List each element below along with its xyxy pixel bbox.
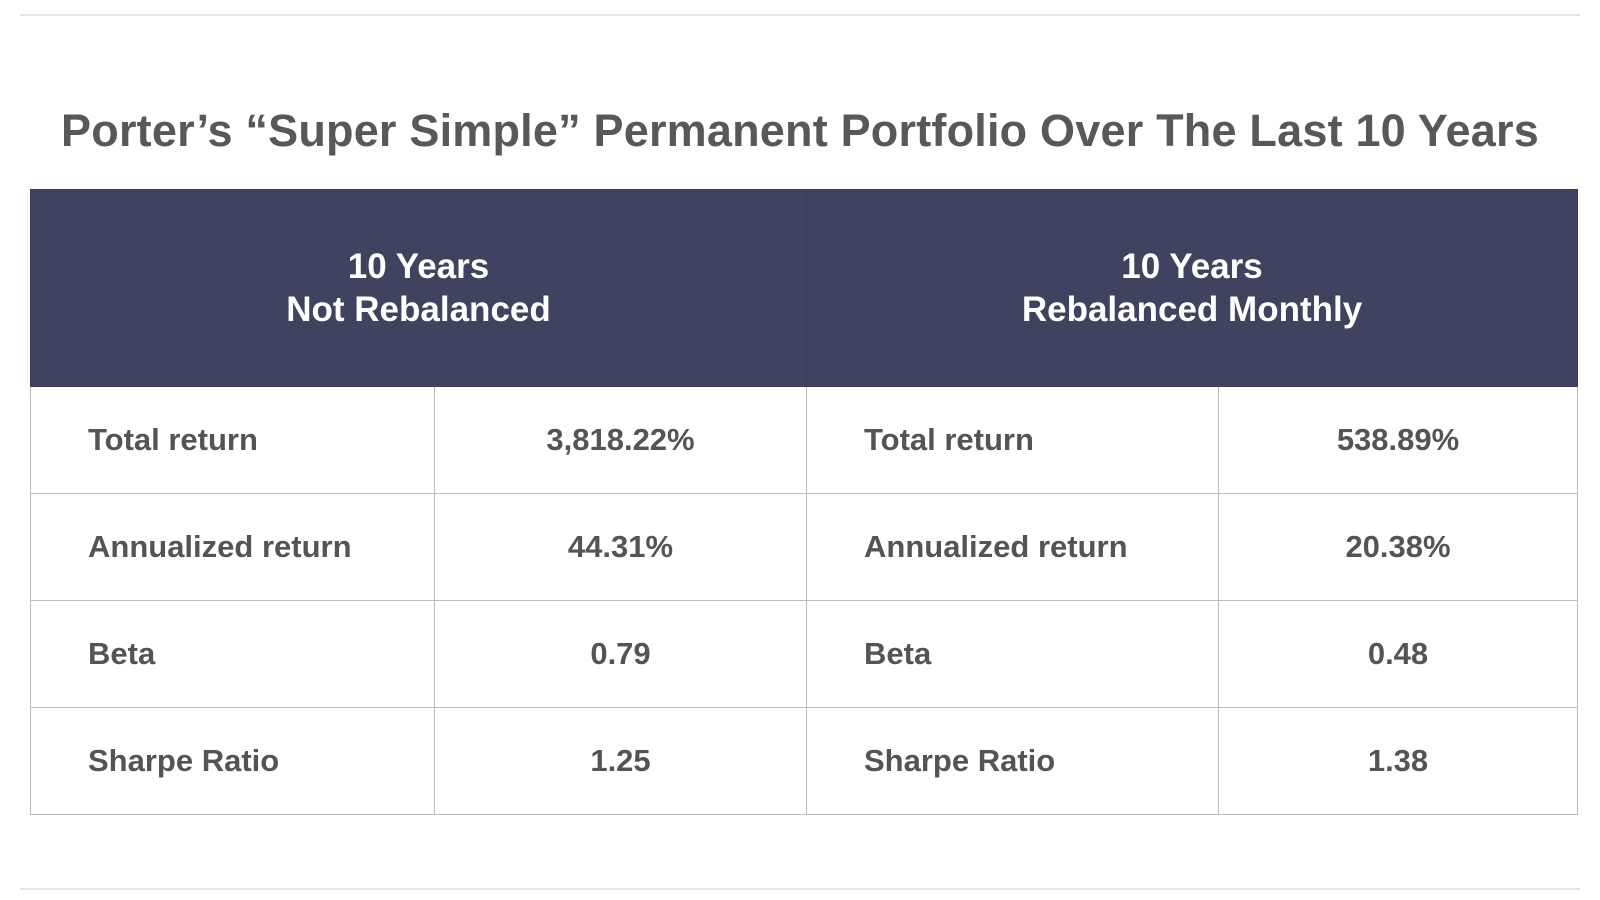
metric-label: Sharpe Ratio — [30, 707, 435, 815]
table-header-row: 10 Years Not Rebalanced 10 Years Rebalan… — [30, 189, 1579, 387]
header-rebalanced-monthly-line1: 10 Years — [1121, 247, 1263, 286]
page-title: Porter’s “Super Simple” Permanent Portfo… — [61, 105, 1539, 156]
table-row: Sharpe Ratio 1.25 Sharpe Ratio 1.38 — [30, 707, 1579, 815]
metric-label: Sharpe Ratio — [806, 707, 1219, 815]
metric-label: Annualized return — [806, 493, 1219, 601]
table-row: Beta 0.79 Beta 0.48 — [30, 600, 1579, 708]
metric-value: 1.38 — [1217, 707, 1579, 815]
header-not-rebalanced: 10 Years Not Rebalanced — [30, 189, 807, 387]
bottom-divider — [20, 888, 1580, 890]
table-row: Annualized return 44.31% Annualized retu… — [30, 493, 1579, 601]
metric-label: Annualized return — [30, 493, 435, 601]
metric-value: 538.89% — [1217, 386, 1579, 494]
metric-label: Beta — [806, 600, 1219, 708]
metric-label: Total return — [30, 386, 435, 494]
header-rebalanced-monthly: 10 Years Rebalanced Monthly — [805, 189, 1579, 387]
metric-value: 20.38% — [1217, 493, 1579, 601]
header-not-rebalanced-line1: 10 Years — [347, 247, 490, 286]
metric-label: Beta — [30, 600, 435, 708]
header-not-rebalanced-line2: Not Rebalanced — [286, 290, 551, 329]
metric-value: 1.25 — [434, 707, 807, 815]
metric-label: Total return — [806, 386, 1219, 494]
table-row: Total return 3,818.22% Total return 538.… — [30, 386, 1579, 494]
portfolio-table: 10 Years Not Rebalanced 10 Years Rebalan… — [30, 189, 1579, 815]
metric-value: 0.48 — [1217, 600, 1579, 708]
metric-value: 3,818.22% — [434, 386, 807, 494]
top-divider — [20, 14, 1580, 16]
metric-value: 44.31% — [434, 493, 807, 601]
metric-value: 0.79 — [434, 600, 807, 708]
header-rebalanced-monthly-line2: Rebalanced Monthly — [1021, 290, 1363, 329]
